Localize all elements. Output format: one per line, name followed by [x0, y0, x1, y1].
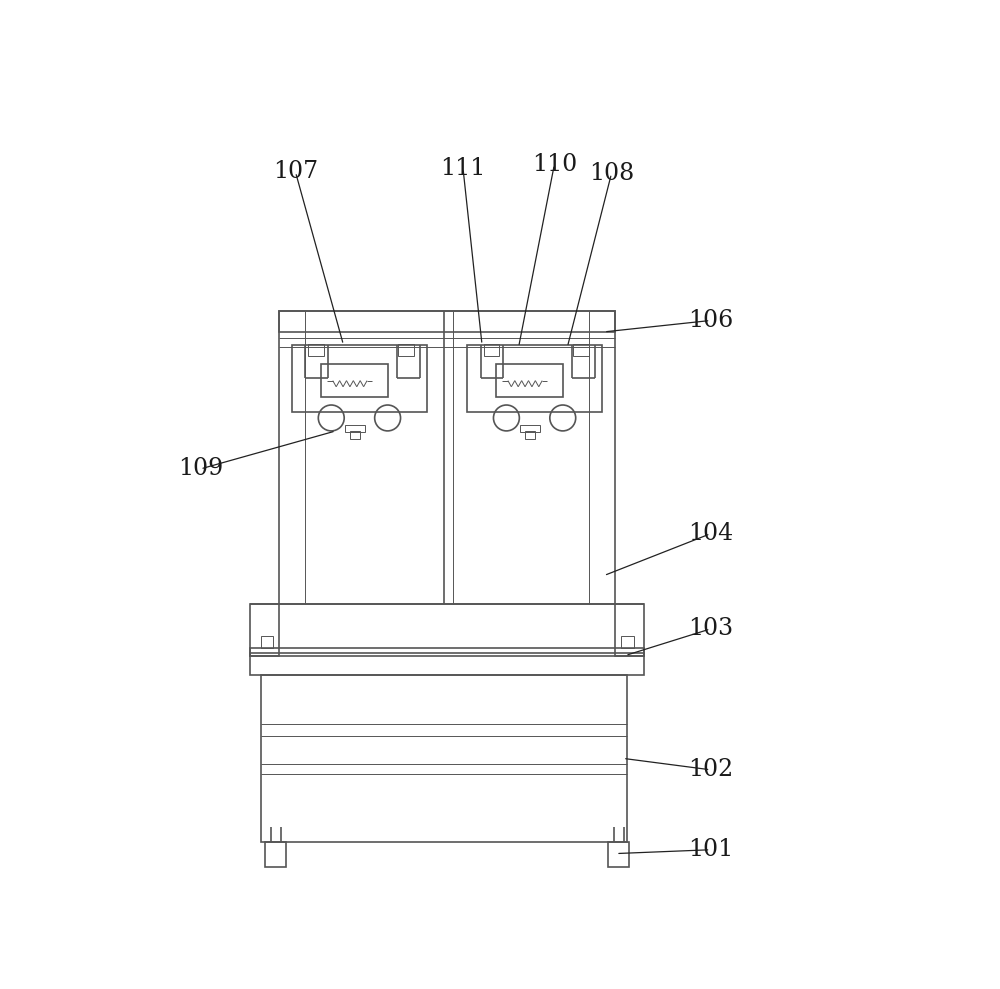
Bar	[350, 431, 360, 438]
Text: 111: 111	[440, 156, 486, 180]
Bar	[398, 344, 414, 356]
Bar	[261, 636, 273, 648]
Bar	[467, 345, 602, 411]
Bar	[279, 311, 615, 332]
Bar	[250, 603, 279, 656]
Bar	[345, 425, 365, 432]
Bar	[250, 654, 644, 674]
Text: 110: 110	[532, 153, 577, 176]
Text: 107: 107	[273, 160, 318, 184]
Bar	[615, 603, 644, 656]
Bar	[321, 364, 388, 398]
Bar	[265, 842, 286, 866]
Bar	[525, 431, 535, 438]
Bar	[573, 344, 589, 356]
Text: 102: 102	[688, 759, 733, 781]
Text: 108: 108	[589, 162, 634, 185]
Text: 109: 109	[178, 458, 223, 481]
Bar	[308, 344, 324, 356]
Bar	[279, 311, 615, 603]
Bar	[496, 364, 563, 398]
Text: 106: 106	[688, 309, 733, 332]
Text: 101: 101	[688, 839, 733, 861]
Text: 103: 103	[688, 617, 733, 641]
Text: 104: 104	[688, 522, 733, 545]
Bar	[608, 842, 629, 866]
Bar	[520, 425, 540, 432]
Bar	[292, 345, 427, 411]
Bar	[261, 674, 627, 842]
Bar	[250, 648, 644, 656]
Bar	[621, 636, 634, 648]
Bar	[484, 344, 499, 356]
